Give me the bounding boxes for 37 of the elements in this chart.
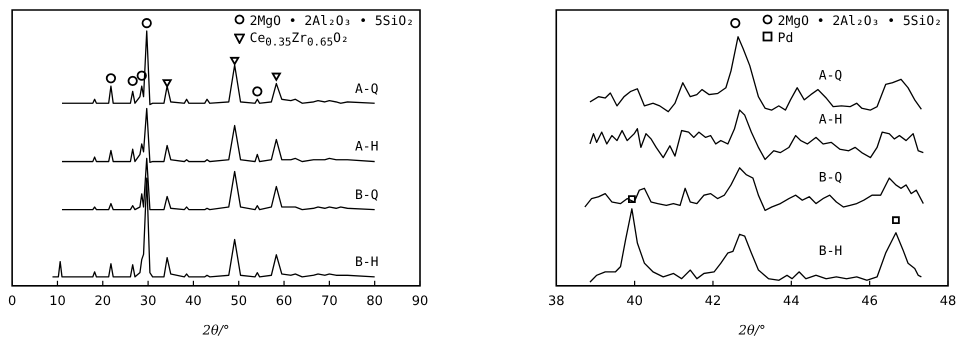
point (128, 76, 138, 86)
series-label: B-Q (354, 188, 379, 204)
x-tick-label: 46 (861, 294, 878, 309)
x-axis-title: 2θ/° (738, 324, 766, 339)
x-tick-label: 0 (8, 294, 16, 309)
series-label: B-Q (818, 170, 842, 186)
point (142, 18, 152, 28)
series-label: B-H (354, 255, 378, 270)
series-label: A-Q (354, 82, 379, 97)
x-tick-label: 10 (49, 294, 66, 309)
point (230, 56, 240, 66)
x-tick-label: 38 (548, 294, 565, 309)
x-tick-label: 50 (230, 294, 247, 309)
x-tick-label: 40 (626, 294, 643, 309)
series-label: A-H (354, 140, 378, 155)
legend-label: Pd (778, 30, 794, 47)
point (106, 73, 116, 84)
x-tick-label: 48 (940, 294, 956, 309)
x-tick-label: 60 (276, 294, 292, 309)
series-label: A-H (818, 112, 842, 128)
legend-label: Ce$_{0.35}$Zr$_{0.65}$O₂ (250, 30, 349, 51)
x-axis-title: 2θ/° (202, 324, 230, 339)
x-tick-label: 40 (185, 294, 202, 309)
x-tick-label: 80 (366, 294, 383, 309)
point (252, 86, 262, 97)
x-tick-label: 44 (783, 294, 800, 309)
series-label: A-Q (818, 68, 842, 84)
legend-label: 2MgO • 2Al₂O₃ • 5SiO₂ (250, 13, 414, 30)
x-tick-label: 90 (412, 294, 428, 309)
x-tick-label: 70 (321, 294, 338, 309)
legend-label: 2MgO • 2Al₂O₃ • 5SiO₂ (778, 13, 942, 30)
series-label: B-H (818, 244, 842, 259)
x-tick-label: 30 (140, 294, 156, 309)
x-tick-label: 42 (704, 294, 722, 309)
point (272, 72, 281, 81)
point (162, 79, 172, 88)
x-tick-label: 20 (94, 294, 112, 309)
